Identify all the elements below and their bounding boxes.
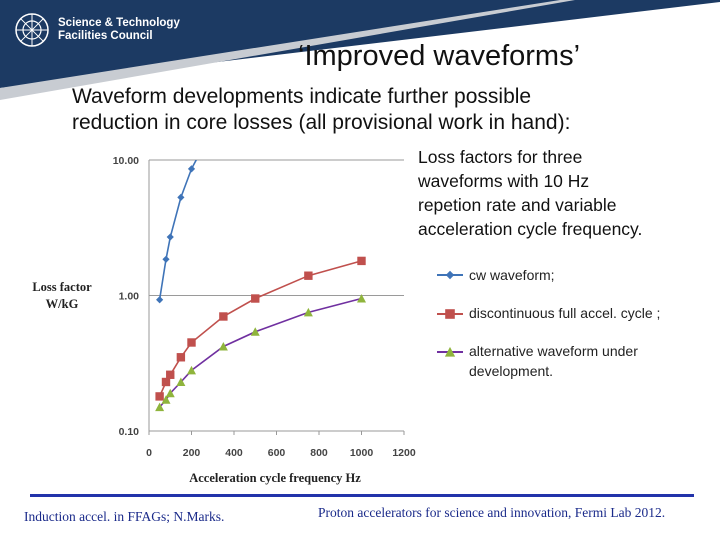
y-tick-label: 0.10	[119, 426, 140, 438]
y-tick-label: 10.00	[113, 155, 139, 167]
series-line-3	[158, 297, 362, 408]
data-point-series-2	[251, 294, 260, 303]
data-point-series-1	[187, 165, 196, 173]
legend-marker-3	[444, 346, 456, 357]
data-point-series-2	[219, 312, 228, 321]
data-point-series-2	[187, 338, 196, 347]
x-tick-label: 600	[268, 447, 286, 459]
loss-factor-chart: 0.10 1.00 10.00 0 200 400 600 800 1000 1200 Loss …	[32, 141, 463, 485]
intro-line-2: reduction in core losses (all provisiona…	[72, 111, 571, 134]
data-point-series-3	[176, 377, 186, 386]
footer-right-text: Proton accelerators for science and inno…	[318, 505, 666, 520]
legend-label-alternative: alternative waveform under development.	[469, 341, 638, 381]
x-tick-label: 0	[146, 447, 152, 459]
x-tick-label: 800	[310, 447, 328, 459]
slide-title: ‘Improved waveforms’	[298, 40, 581, 72]
legend-label-alternative-line1: alternative waveform under	[469, 343, 638, 359]
stfc-logo: Science & Technology Facilities Council	[14, 12, 180, 48]
data-point-series-1	[201, 141, 208, 148]
data-point-series-3	[250, 327, 260, 336]
data-point-series-3	[155, 402, 165, 412]
header-grey-swoosh	[0, 0, 575, 100]
legend-label-discontinuous: discontinuous full accel. cycle ;	[469, 305, 661, 321]
x-tick-label: 200	[183, 447, 201, 459]
data-point-series-3	[161, 395, 171, 404]
legend-label-alternative-line2: development.	[469, 363, 554, 379]
org-name-line1: Science & Technology	[58, 17, 180, 29]
chart-description: Loss factors for three waveforms with 10…	[418, 145, 708, 241]
footer-divider	[30, 494, 694, 497]
x-axis-label: Acceleration cycle frequency Hz	[189, 471, 361, 485]
data-point-series-3	[303, 307, 313, 317]
y-axis-label-line2: W/kG	[46, 297, 79, 311]
data-point-series-2	[166, 370, 175, 379]
legend-marker-1	[445, 270, 455, 280]
footer-left-text: Induction accel. in FFAGs; N.Marks.	[24, 509, 225, 524]
data-point-series-3	[357, 294, 366, 303]
stfc-logo-icon	[15, 13, 49, 47]
data-point-series-3	[165, 388, 175, 398]
intro-text: Waveform developments indicate further p…	[72, 84, 672, 136]
data-point-series-2	[357, 256, 366, 266]
data-point-series-3	[187, 365, 196, 375]
data-point-series-2	[176, 353, 186, 362]
y-tick-label: 1.00	[119, 291, 140, 303]
data-point-series-1	[177, 193, 185, 201]
legend-marker-2	[445, 309, 455, 319]
desc-line-1: Loss factors for three	[418, 147, 583, 167]
header-banner	[0, 0, 720, 100]
series-line-2	[158, 260, 362, 397]
desc-line-2: waveforms with 10 Hz	[418, 171, 590, 191]
series-line-1	[158, 160, 198, 300]
x-tick-label: 1000	[350, 447, 374, 459]
data-point-series-2	[155, 392, 164, 401]
intro-line-1: Waveform developments indicate further p…	[72, 85, 532, 108]
data-point-series-1	[162, 255, 170, 263]
data-point-series-1	[156, 296, 164, 304]
logo-text: Science & Technology Facilities Council	[58, 17, 180, 43]
y-axis-label-line1: Loss factor	[32, 280, 92, 294]
x-tick-label: 1200	[392, 447, 416, 459]
x-tick-label: 400	[225, 447, 243, 459]
desc-line-3: repetion rate and variable	[418, 195, 617, 215]
data-point-series-3	[218, 342, 228, 351]
data-point-series-1	[166, 233, 174, 241]
data-point-series-2	[161, 377, 171, 387]
data-point-series-2	[304, 271, 313, 280]
desc-line-4: acceleration cycle frequency.	[418, 219, 643, 239]
org-name-line2: Facilities Council	[58, 30, 153, 42]
legend-label-cw: cw waveform;	[469, 267, 555, 283]
